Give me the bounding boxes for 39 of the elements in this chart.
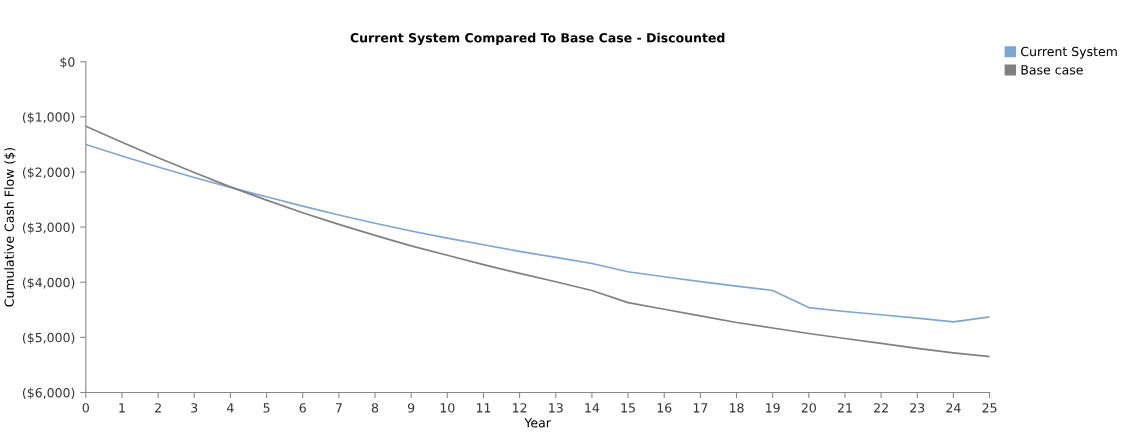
line-series <box>85 143 990 323</box>
y-tick-label: $0 <box>60 56 75 69</box>
x-tick-label: 24 <box>946 403 961 413</box>
x-tick-label: 12 <box>513 403 527 413</box>
x-tick-label: 14 <box>585 403 600 413</box>
x-tick-label: 25 <box>982 403 997 413</box>
x-tick-label: 7 <box>335 403 342 413</box>
x-tick-label: 17 <box>693 403 708 413</box>
x-tick-label: 4 <box>227 403 234 413</box>
x-tick-label: 0 <box>82 403 89 413</box>
x-tick-label: 6 <box>299 403 306 413</box>
x-tick-label: 8 <box>371 403 379 413</box>
x-tick-label: 21 <box>837 403 852 413</box>
x-tick-label: 3 <box>191 403 198 413</box>
y-tick-label: ($1,000) <box>22 112 75 124</box>
x-tick-label: 11 <box>476 403 491 413</box>
x-tick-label: 20 <box>801 403 816 413</box>
x-tick-label: 10 <box>440 403 455 413</box>
x-tick-label: 23 <box>910 403 925 413</box>
y-tick-label: ($5,000) <box>22 332 75 344</box>
x-tick-label: 13 <box>549 403 563 413</box>
x-tick-label: 18 <box>729 403 744 413</box>
x-tick-label: 15 <box>621 403 635 413</box>
y-tick-label: ($2,000) <box>22 167 75 179</box>
x-tick-label: 16 <box>657 403 672 413</box>
chart-title: Current System Compared To Base Case - Discounted <box>350 32 725 45</box>
x-tick-label: 19 <box>766 403 780 413</box>
x-tick-label: 2 <box>155 403 161 413</box>
x-tick-label: 5 <box>263 403 270 413</box>
y-tick-label: ($6,000) <box>22 387 75 400</box>
legend-label: Current System <box>1021 46 1117 59</box>
x-tick-label: 9 <box>407 403 415 413</box>
legend-label: Base case <box>1021 65 1083 75</box>
x-tick-label: 1 <box>119 403 125 413</box>
y-tick-label: ($4,000) <box>22 277 75 289</box>
x-tick-label: 22 <box>874 403 888 413</box>
x-axis-title: Year <box>524 418 551 428</box>
y-axis-title: Cumulative Cash Flow ($) <box>4 148 16 307</box>
y-tick-label: ($3,000) <box>22 222 75 234</box>
